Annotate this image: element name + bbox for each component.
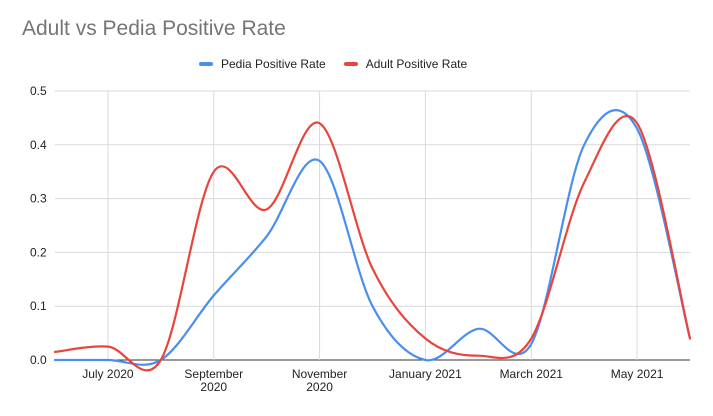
x-tick-label: March 2021 <box>500 367 564 381</box>
x-tick-label: July 2020 <box>82 367 134 381</box>
legend-swatch-adult <box>343 62 358 66</box>
legend-label-pedia: Pedia Positive Rate <box>221 57 326 71</box>
data-point-pedia[interactable] <box>105 357 111 363</box>
data-point-adult[interactable] <box>317 120 323 126</box>
data-point-pedia[interactable] <box>211 292 217 298</box>
x-tick-label: January 2021 <box>389 367 462 381</box>
series-pedia <box>52 108 692 366</box>
data-point-adult[interactable] <box>687 335 693 341</box>
y-tick-label: 0.1 <box>30 299 47 313</box>
x-tick-label: 2020 <box>306 380 333 394</box>
y-tick-label: 0.4 <box>30 138 47 152</box>
series-line-pedia[interactable] <box>53 108 692 366</box>
data-point-pedia[interactable] <box>317 158 323 164</box>
data-point-pedia[interactable] <box>52 357 58 363</box>
data-point-adult[interactable] <box>264 206 270 212</box>
data-point-pedia[interactable] <box>264 233 270 239</box>
legend-swatch-pedia <box>199 62 213 66</box>
data-point-adult[interactable] <box>52 349 58 355</box>
series-adult <box>52 115 693 372</box>
data-point-pedia[interactable] <box>581 142 587 148</box>
data-point-adult[interactable] <box>158 357 164 363</box>
y-tick-label: 0.2 <box>30 245 47 259</box>
data-point-adult[interactable] <box>581 179 587 185</box>
y-tick-label: 0.0 <box>30 353 47 367</box>
data-point-pedia[interactable] <box>422 357 428 363</box>
x-tick-label: 2020 <box>200 380 227 394</box>
series-line-adult[interactable] <box>53 115 692 372</box>
data-point-adult[interactable] <box>370 266 376 272</box>
y-tick-label: 0.3 <box>30 192 47 206</box>
data-point-adult[interactable] <box>211 169 217 175</box>
data-point-adult[interactable] <box>528 335 534 341</box>
legend-item-adult[interactable]: Adult Positive Rate <box>343 57 468 71</box>
data-point-adult[interactable] <box>634 120 640 126</box>
y-tick-label: 0.5 <box>30 84 47 98</box>
legend-item-pedia[interactable]: Pedia Positive Rate <box>199 57 326 71</box>
data-point-adult[interactable] <box>422 335 428 341</box>
legend: Pedia Positive Rate Adult Positive Rate <box>199 56 485 72</box>
legend-label-adult: Adult Positive Rate <box>365 57 468 71</box>
x-tick-label: September <box>184 367 243 381</box>
data-point-adult[interactable] <box>475 353 481 359</box>
data-point-pedia[interactable] <box>370 303 376 309</box>
x-tick-label: November <box>292 367 347 381</box>
data-point-pedia[interactable] <box>475 326 481 332</box>
data-point-adult[interactable] <box>105 344 111 350</box>
chart-title: Adult vs Pedia Positive Rate <box>22 17 286 40</box>
x-tick-label: May 2021 <box>611 367 664 381</box>
